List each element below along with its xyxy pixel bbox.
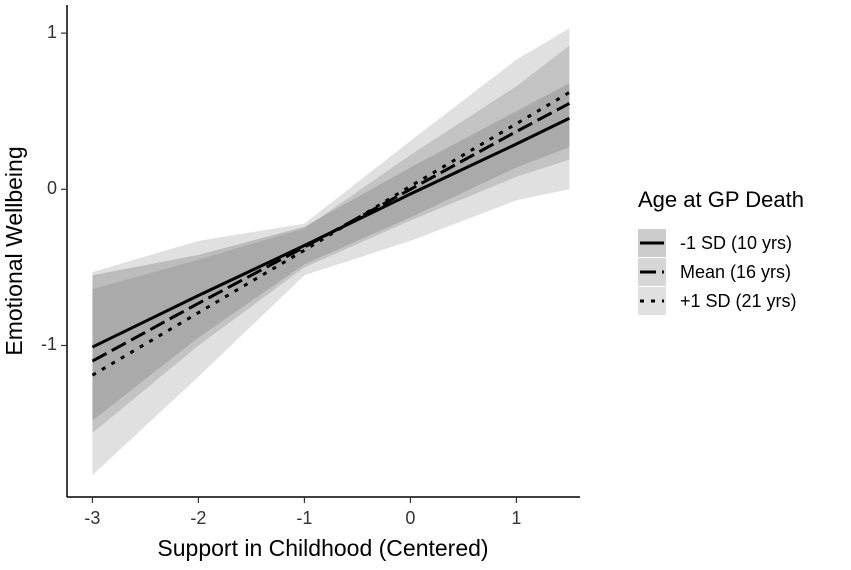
line	[91, 102, 571, 363]
y-tick-label: 0	[47, 178, 57, 198]
x-axis-title: Support in Childhood (Centered)	[157, 535, 488, 561]
x-tick-label: 0	[405, 508, 415, 528]
y-tick-label: 1	[47, 22, 57, 42]
x-tick-label: -1	[296, 508, 312, 528]
y-tick-label: -1	[41, 334, 57, 354]
x-tick-label: -3	[84, 508, 100, 528]
legend-label: Mean (16 yrs)	[680, 262, 791, 282]
legend-label: +1 SD (21 yrs)	[680, 291, 797, 311]
legend-label: -1 SD (10 yrs)	[680, 233, 792, 253]
legend-title: Age at GP Death	[638, 187, 804, 212]
y-axis-title: Emotional Wellbeing	[1, 146, 27, 355]
x-tick-label: 1	[511, 508, 521, 528]
x-tick-label: -2	[190, 508, 206, 528]
line	[91, 91, 571, 377]
confidence-band	[92, 45, 570, 433]
confidence-band	[92, 28, 570, 476]
